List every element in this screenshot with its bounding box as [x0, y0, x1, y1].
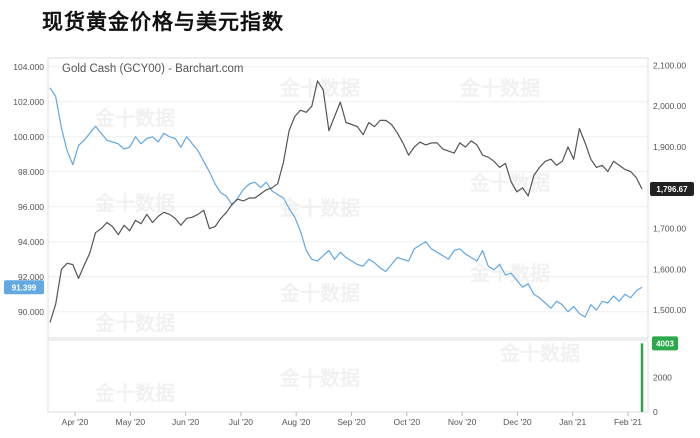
right-tick-label: 2,100.00: [653, 60, 686, 70]
x-tick-label: Feb '21: [614, 417, 642, 427]
watermark-text: 金十数据: [279, 196, 360, 220]
main-plot-frame: [47, 57, 649, 339]
watermark-text: 金十数据: [279, 366, 360, 390]
grid-lines: [48, 66, 648, 313]
x-tick-label: Jun '20: [172, 417, 199, 427]
watermark-text: 金十数据: [94, 381, 175, 405]
right-tick-label: 1,900.00: [653, 142, 686, 152]
watermark-text: 金十数据: [279, 76, 360, 100]
right-tick-label: 1,500.00: [653, 305, 686, 315]
watermark-text: 金十数据: [459, 76, 540, 100]
volume-tick-label: 2000: [653, 373, 672, 383]
left-tick-label: 90.000: [18, 307, 44, 317]
left-tick-label: 102.000: [13, 97, 44, 107]
volume-axis: 2000 0: [653, 373, 672, 417]
x-tick-label: Dec '20: [503, 417, 532, 427]
watermark-text: 金十数据: [279, 281, 360, 305]
left-tick-label: 94.000: [18, 237, 44, 247]
watermark-text: 金十数据: [94, 311, 175, 335]
right-tick-label: 1,700.00: [653, 224, 686, 234]
watermark-text: 金十数据: [94, 191, 175, 215]
left-tick-label: 104.000: [13, 62, 44, 72]
x-tick-label: Apr '20: [62, 417, 89, 427]
right-last-value-label: 1,796.67: [656, 185, 688, 194]
volume-badge-label: 4003: [656, 339, 674, 348]
x-tick-label: Jan '21: [559, 417, 586, 427]
watermark-text: 金十数据: [94, 106, 175, 130]
x-tick-label: Aug '20: [282, 417, 311, 427]
watermark-text: 金十数据: [469, 261, 550, 285]
x-tick-label: May '20: [116, 417, 146, 427]
series-line-right: [49, 80, 643, 323]
page-title: 现货黄金价格与美元指数: [42, 10, 284, 34]
left-last-value-badge: [4, 280, 44, 295]
left-tick-label: 96.000: [18, 202, 44, 212]
source-label: Gold Cash (GCY00) - Barchart.com: [62, 63, 244, 75]
x-tick-label: Jul '20: [229, 417, 254, 427]
volume-badge: [652, 336, 678, 351]
right-last-value-badge: [650, 182, 694, 197]
x-tick-label: Nov '20: [448, 417, 477, 427]
volume-tick-label: 0: [653, 407, 658, 417]
x-tick-label: Oct '20: [393, 417, 420, 427]
left-tick-label: 92.000: [18, 272, 44, 282]
series-layer: [49, 80, 643, 323]
left-tick-label: 100.000: [13, 132, 44, 142]
badge-layer: 91.399 1,796.67 4003: [4, 182, 694, 412]
series-line-left: [49, 87, 643, 318]
volume-plot-frame: [47, 339, 649, 413]
left-axis: 104.000 102.000 100.000 98.000 96.000 94.000 9…: [13, 62, 44, 317]
right-tick-label: 2,000.00: [653, 101, 686, 111]
x-tick-label: Sep '20: [337, 417, 366, 427]
left-last-value-label: 91.399: [12, 283, 37, 292]
left-tick-label: 98.000: [18, 167, 44, 177]
watermark-text: 金十数据: [499, 341, 580, 365]
right-tick-label: 1,600.00: [653, 264, 686, 274]
x-axis: Apr '20 May '20 Jun '20 Jul '20 Aug '20 Sep '…: [62, 412, 642, 427]
